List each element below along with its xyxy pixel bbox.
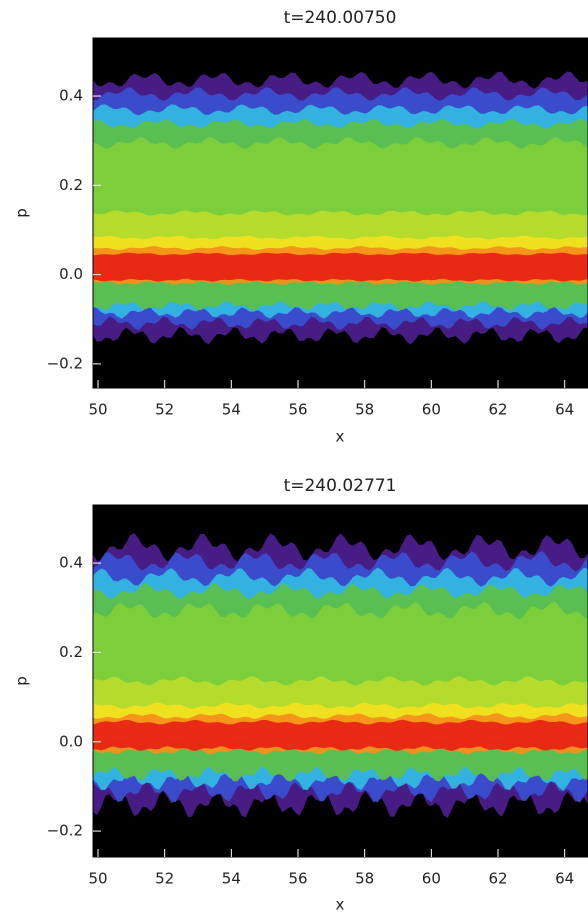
x-axis-label: x xyxy=(336,896,345,912)
chart-title: t=240.02771 xyxy=(284,476,397,496)
y-axis-label: p xyxy=(13,208,31,218)
x-tick-label: 62 xyxy=(488,870,507,888)
x-tick-label: 50 xyxy=(88,401,107,419)
x-tick-label: 52 xyxy=(155,870,174,888)
panel: t=240.00750 x p 50 52 54 56 58 60 62 64 −0.2 0.0 0.2 0… xyxy=(13,8,588,446)
phase-density xyxy=(93,252,588,282)
panel: t=240.02771 x p 50 52 54 56 58 60 62 64 −0.2 0.0 0.2 0… xyxy=(13,476,588,912)
x-tick-label: 56 xyxy=(288,870,307,888)
y-tick-label: 0.2 xyxy=(59,176,83,194)
y-tick-label: 0.0 xyxy=(59,732,83,750)
y-tick-label: 0.2 xyxy=(59,643,83,661)
plot-frame xyxy=(92,504,588,858)
x-tick-label: 60 xyxy=(422,401,441,419)
y-tick-label: 0.0 xyxy=(59,265,83,283)
x-tick-label: 50 xyxy=(88,870,107,888)
x-tick-label: 60 xyxy=(422,870,441,888)
y-tick-label: 0.4 xyxy=(59,554,83,572)
y-tick-label: −0.2 xyxy=(47,822,83,840)
y-tick-label: −0.2 xyxy=(47,354,83,372)
x-axis-label: x xyxy=(336,428,345,446)
x-tick-label: 64 xyxy=(555,870,574,888)
x-tick-label: 54 xyxy=(222,870,241,888)
y-axis-label: p xyxy=(13,676,31,686)
x-tick-label: 58 xyxy=(355,870,374,888)
x-tick-label: 58 xyxy=(355,401,374,419)
x-tick-label: 54 xyxy=(222,401,241,419)
plot-frame xyxy=(92,37,588,389)
x-tick-label: 62 xyxy=(488,401,507,419)
x-tick-label: 64 xyxy=(555,401,574,419)
x-tick-label: 52 xyxy=(155,401,174,419)
x-tick-label: 56 xyxy=(288,401,307,419)
phase-density xyxy=(93,719,588,751)
chart-title: t=240.00750 xyxy=(284,8,397,28)
y-tick-label: 0.4 xyxy=(59,87,83,105)
